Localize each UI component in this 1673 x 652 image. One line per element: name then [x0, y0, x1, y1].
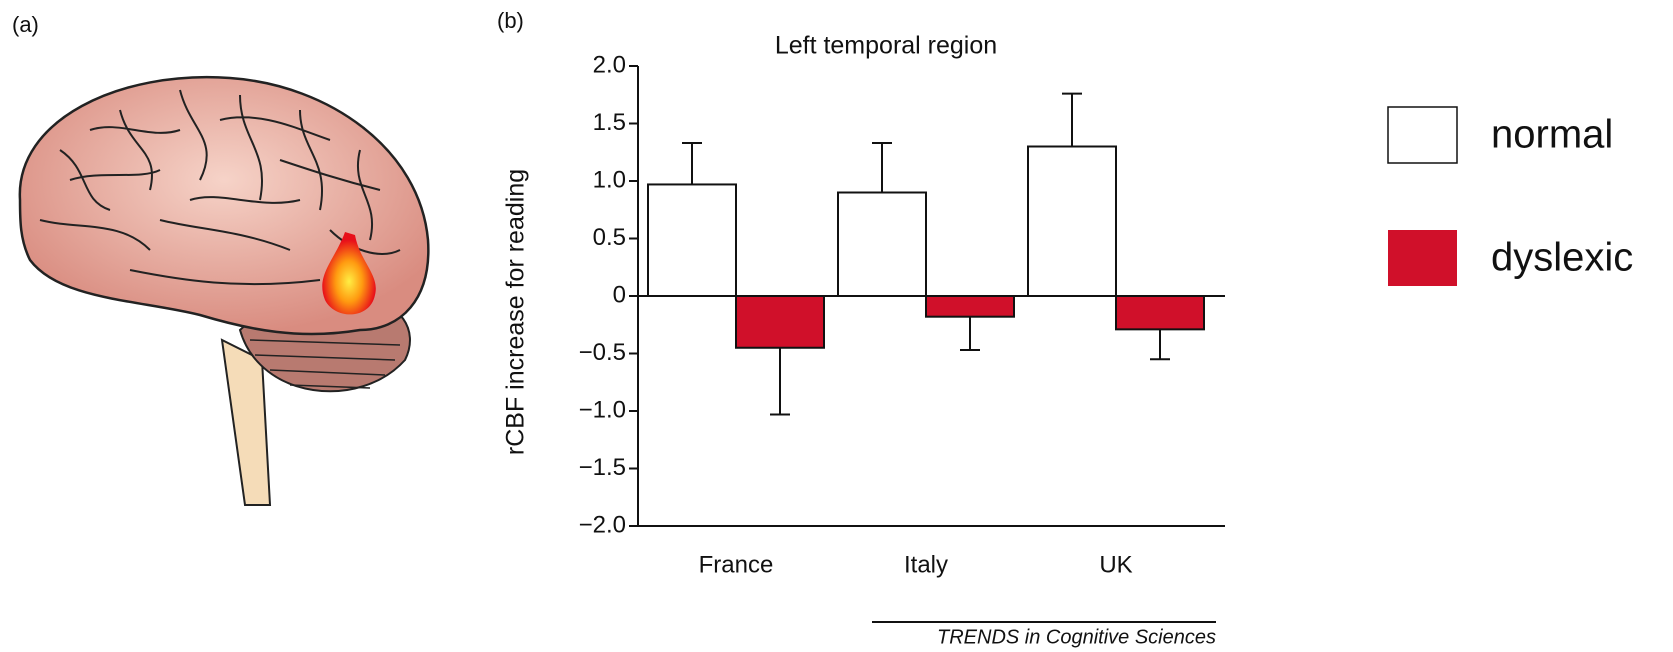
y-tick-label: 1.0 — [593, 166, 626, 193]
bar — [838, 193, 926, 297]
legend-label: dyslexic — [1491, 236, 1633, 280]
y-tick-label: 0.5 — [593, 224, 626, 251]
legend-swatch — [1388, 230, 1457, 286]
y-tick-label: −1.5 — [579, 454, 626, 481]
legend-swatch — [1388, 107, 1457, 163]
legend-label: normal — [1491, 113, 1613, 157]
page: {"panel_a_label": "(a)", "panel_b_label"… — [0, 0, 1673, 652]
y-tick-label: −0.5 — [579, 339, 626, 366]
chart-title: Left temporal region — [775, 32, 997, 60]
bar — [1116, 296, 1204, 329]
y-tick-label: −2.0 — [579, 511, 626, 538]
y-tick-label: −1.0 — [579, 396, 626, 423]
bar — [1028, 147, 1116, 297]
x-tick-label: Italy — [904, 551, 948, 578]
panel-label: (a) — [12, 12, 39, 37]
x-tick-label: France — [699, 551, 774, 578]
bar — [926, 296, 1014, 317]
brain-illustration — [20, 77, 429, 505]
bar — [648, 184, 736, 296]
bar — [736, 296, 824, 348]
footer: TRENDS in Cognitive Sciences — [937, 626, 1216, 648]
y-tick-label: 0 — [613, 281, 626, 308]
y-axis-label: rCBF increase for reading — [502, 169, 530, 455]
y-tick-label: 1.5 — [593, 109, 626, 136]
y-tick-label: 2.0 — [593, 51, 626, 78]
panel-label: (b) — [497, 8, 524, 33]
figure: (a) (b) Left temporal region rCBF increa… — [0, 0, 1673, 652]
x-tick-label: UK — [1099, 551, 1132, 578]
